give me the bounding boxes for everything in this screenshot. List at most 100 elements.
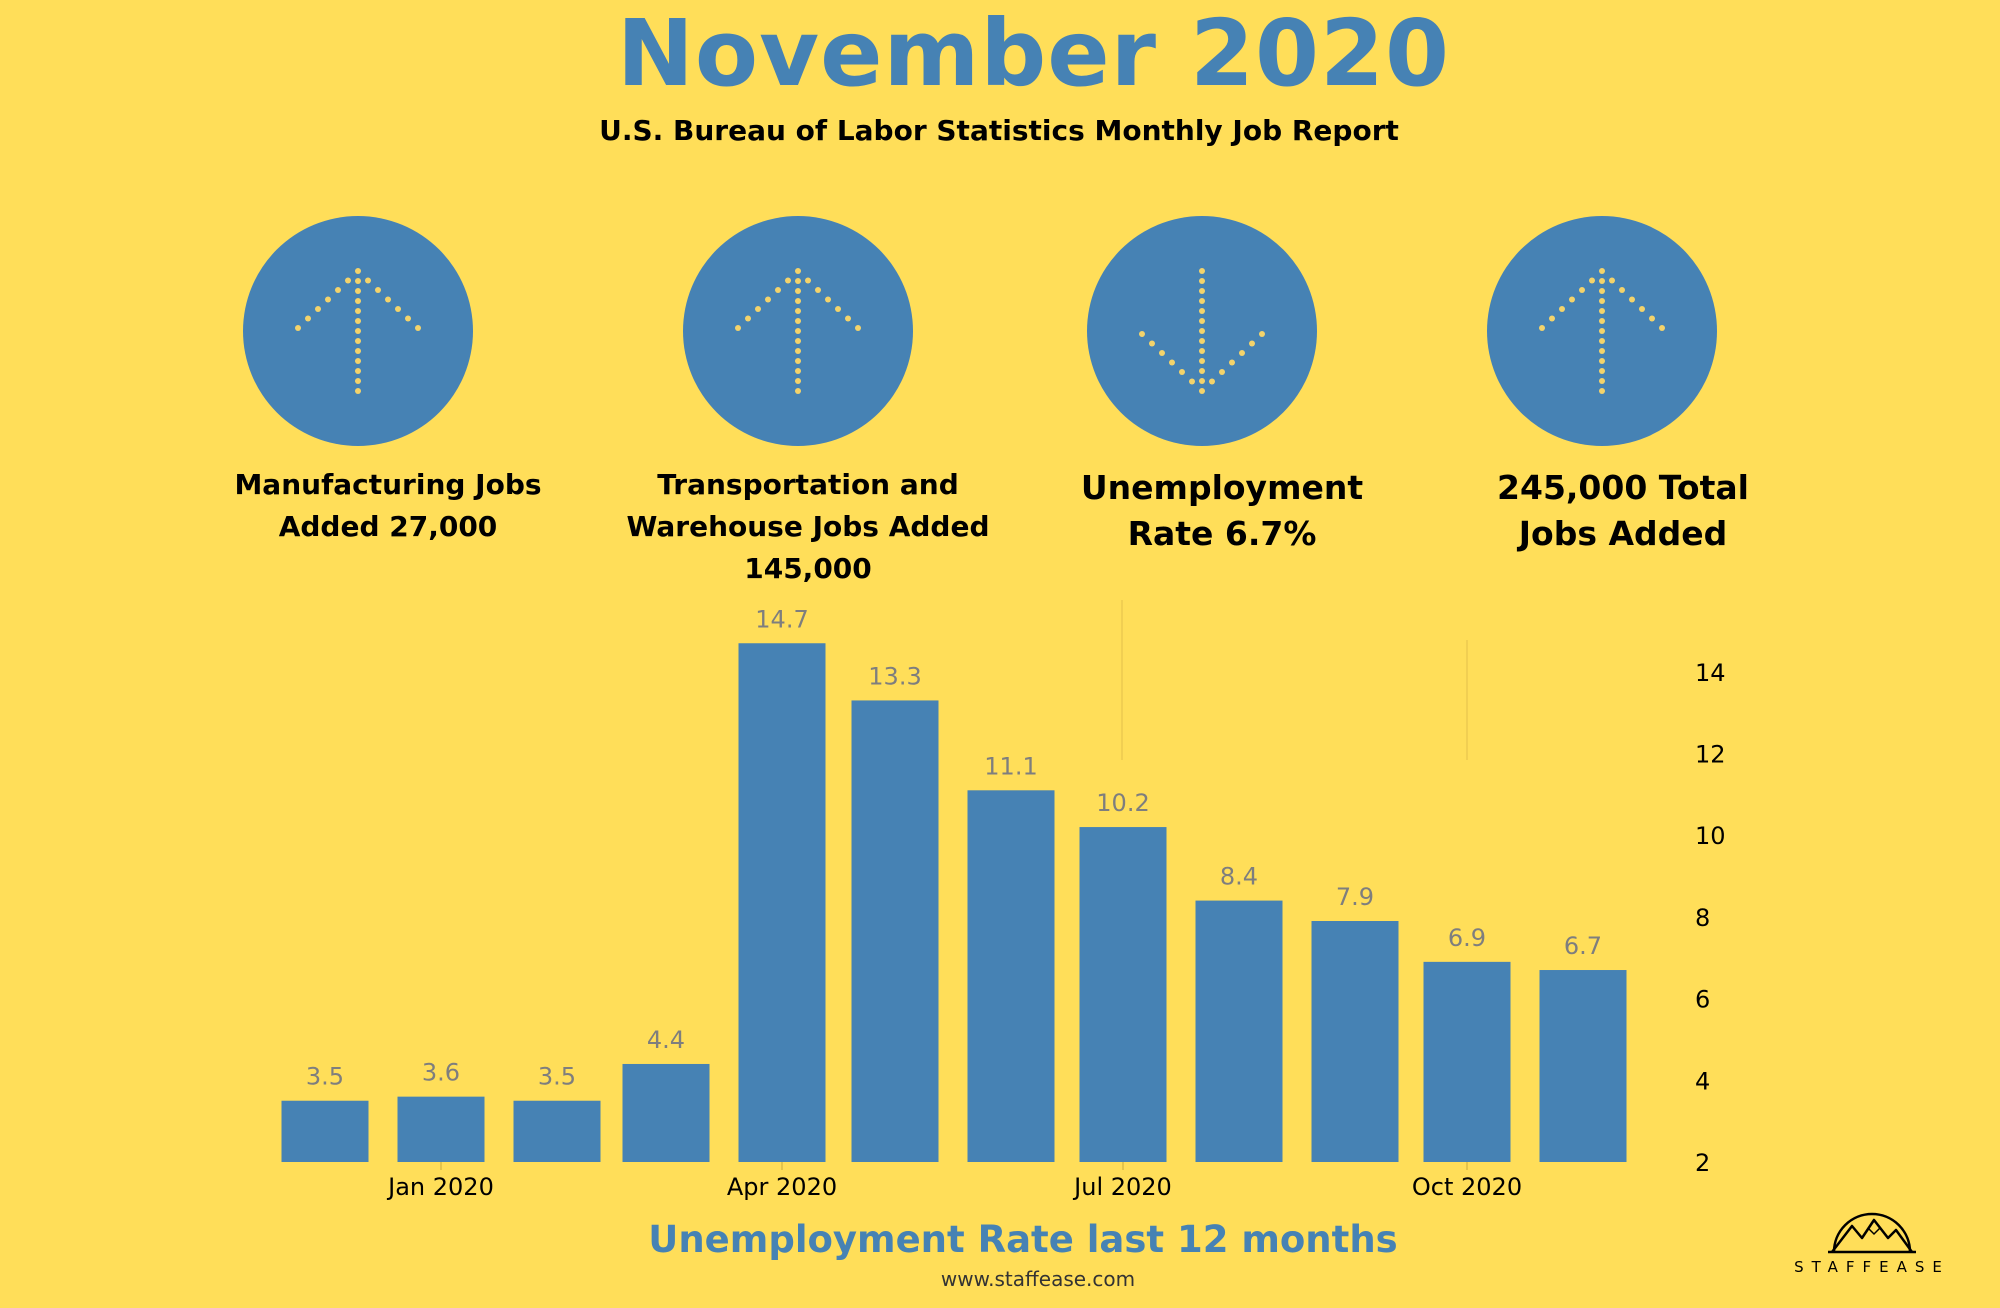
- bar-value-label: 6.9: [1448, 924, 1486, 952]
- y-tick-label: 12: [1695, 741, 1726, 769]
- bar-mar-2020: [622, 1063, 710, 1162]
- bar-jan-2020: [397, 1096, 485, 1162]
- arrow-dot: [415, 325, 421, 331]
- arrow-dot: [1179, 369, 1185, 375]
- stat-circle: [683, 216, 913, 446]
- bar-value-label: 13.3: [868, 662, 921, 690]
- stat-caption-line: Transportation and: [657, 468, 959, 501]
- bar-may-2020: [851, 700, 939, 1162]
- arrow-dot: [1569, 296, 1575, 303]
- arrow-dot: [1159, 350, 1165, 356]
- y-tick-label: 6: [1695, 986, 1710, 1014]
- x-tick-label: Apr 2020: [727, 1173, 837, 1201]
- bar-value-label: 8.4: [1220, 863, 1258, 891]
- arrow-dot: [1199, 368, 1205, 374]
- arrow-dot: [1639, 306, 1645, 312]
- arrow-dot: [1599, 348, 1605, 354]
- arrow-down-icon: [1139, 268, 1265, 394]
- arrow-dot: [325, 296, 331, 303]
- arrow-dot: [335, 287, 341, 293]
- arrow-dot: [1239, 350, 1245, 356]
- stat-caption: Transportation and Warehouse Jobs Added …: [608, 464, 1008, 590]
- arrow-dot: [735, 325, 741, 331]
- arrow-dot: [1199, 328, 1205, 334]
- arrow-dot: [835, 306, 841, 312]
- arrow-dot: [1249, 340, 1255, 347]
- bar-jul-2020: [1079, 827, 1167, 1162]
- website-url: www.staffease.com: [940, 1267, 1136, 1291]
- arrow-dot: [1219, 369, 1225, 375]
- arrow-dot: [855, 325, 861, 331]
- bar-value-label: 3.6: [422, 1059, 460, 1087]
- arrow-dot: [355, 278, 361, 284]
- arrow-dot: [795, 388, 801, 394]
- stat-caption-line: 245,000 Total: [1497, 468, 1749, 507]
- mountain-logo-icon: [1828, 1212, 1916, 1254]
- arrow-dot: [355, 378, 361, 384]
- arrow-dot: [355, 268, 361, 274]
- arrow-dot: [1199, 298, 1205, 304]
- arrow-dot: [1559, 306, 1565, 312]
- stat-caption-line: Unemployment: [1080, 468, 1364, 507]
- arrow-dot: [1599, 278, 1605, 284]
- arrow-dot: [1199, 308, 1205, 314]
- bar-nov-2020: [1539, 970, 1627, 1162]
- bar-feb-2020: [513, 1100, 601, 1162]
- arrow-dot: [345, 277, 351, 284]
- stat-caption-line: Manufacturing Jobs: [234, 468, 542, 501]
- arrow-dot: [355, 338, 361, 344]
- stat-caption-line: Rate 6.7%: [1127, 514, 1317, 553]
- arrow-dot: [1599, 328, 1605, 334]
- arrow-dot: [355, 328, 361, 334]
- brand-name: STAFFEASE: [1794, 1258, 1950, 1276]
- arrow-dot: [1599, 368, 1605, 374]
- arrow-dot: [795, 328, 801, 334]
- arrow-dot: [1229, 359, 1235, 366]
- y-tick-label: 10: [1695, 822, 1726, 850]
- arrow-dot: [795, 378, 801, 384]
- bar-apr-2020: [738, 643, 826, 1162]
- arrow-dot: [295, 325, 301, 331]
- chart-title: Unemployment Rate last 12 months: [648, 1218, 1398, 1261]
- bar-dec-2019: [281, 1100, 369, 1162]
- arrow-dot: [1599, 268, 1605, 274]
- arrow-dot: [795, 268, 801, 274]
- stat-caption: Unemployment Rate 6.7%: [1062, 465, 1382, 557]
- bar-value-label: 14.7: [755, 605, 808, 633]
- arrow-dot: [1589, 277, 1595, 284]
- y-tick-label: 14: [1695, 659, 1726, 687]
- arrow-dot: [375, 287, 381, 293]
- stat-caption-line: Added 27,000: [278, 510, 498, 543]
- arrow-dot: [745, 315, 751, 322]
- page-title: November 2020: [616, 0, 1451, 107]
- x-tick-label: Jul 2020: [1072, 1173, 1172, 1201]
- bar-value-label: 3.5: [538, 1063, 576, 1091]
- arrow-dot: [355, 318, 361, 324]
- page-subtitle: U.S. Bureau of Labor Statistics Monthly …: [599, 114, 1399, 147]
- arrow-dot: [765, 296, 771, 303]
- arrow-dot: [1549, 315, 1555, 322]
- arrow-dot: [775, 287, 781, 293]
- arrow-dot: [1629, 296, 1635, 303]
- arrow-dot: [805, 277, 811, 284]
- arrow-dot: [1259, 331, 1265, 337]
- arrow-dot: [795, 288, 801, 294]
- arrow-dot: [365, 277, 371, 284]
- arrow-dot: [355, 368, 361, 374]
- arrow-dot: [1599, 338, 1605, 344]
- arrow-dot: [1199, 278, 1205, 284]
- arrow-dot: [1199, 348, 1205, 354]
- bar-aug-2020: [1195, 900, 1283, 1162]
- bar-value-label: 4.4: [647, 1026, 685, 1054]
- arrow-dot: [1199, 378, 1205, 384]
- stat-caption: Manufacturing Jobs Added 27,000: [218, 464, 558, 548]
- stat-caption: 245,000 Total Jobs Added: [1463, 465, 1783, 557]
- bar-jun-2020: [967, 790, 1055, 1162]
- arrow-dot: [355, 288, 361, 294]
- arrow-dot: [1599, 308, 1605, 314]
- bar-value-label: 11.1: [984, 752, 1037, 780]
- arrow-dot: [795, 278, 801, 284]
- bar-value-label: 7.9: [1336, 883, 1374, 911]
- arrow-dot: [355, 308, 361, 314]
